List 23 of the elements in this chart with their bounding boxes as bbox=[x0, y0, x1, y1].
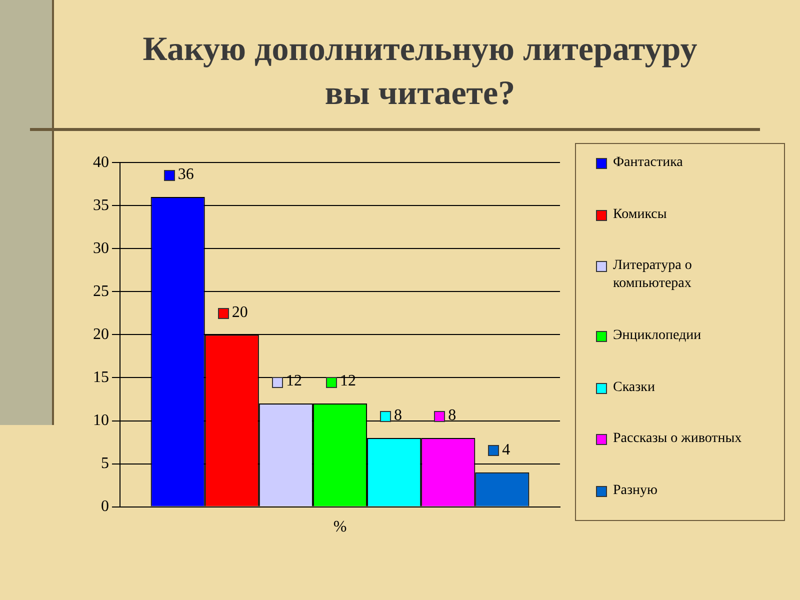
data-label: 4 bbox=[502, 442, 510, 459]
data-label: 8 bbox=[394, 407, 402, 424]
y-tick-label: 5 bbox=[101, 454, 109, 472]
y-tick-label: 40 bbox=[93, 154, 109, 171]
y-tick-label: 35 bbox=[93, 196, 109, 214]
x-tick-label: % bbox=[333, 518, 347, 536]
chart-title: Какую дополнительную литературу вы читаете? bbox=[142, 30, 698, 114]
legend-label: Фантастика bbox=[613, 154, 684, 172]
y-tick-label: 30 bbox=[93, 240, 109, 257]
legend-label: Литература о компьютерах bbox=[613, 257, 693, 294]
y-tick-label: 25 bbox=[93, 282, 109, 300]
legend-label: Комиксы bbox=[613, 206, 668, 224]
legend-label: Энциклопедии bbox=[613, 326, 702, 345]
legend-label: Разную bbox=[613, 482, 658, 500]
y-tick-label: 0 bbox=[101, 498, 109, 516]
data-label: 36 bbox=[178, 166, 194, 184]
data-label: 20 bbox=[232, 304, 248, 321]
data-label: 8 bbox=[448, 407, 456, 424]
legend-label: Рассказы о животных bbox=[613, 430, 743, 448]
y-tick-label: 15 bbox=[93, 368, 109, 386]
y-tick-label: 10 bbox=[93, 412, 109, 429]
legend-label: Сказки bbox=[613, 378, 656, 397]
y-tick-label: 20 bbox=[93, 326, 109, 343]
